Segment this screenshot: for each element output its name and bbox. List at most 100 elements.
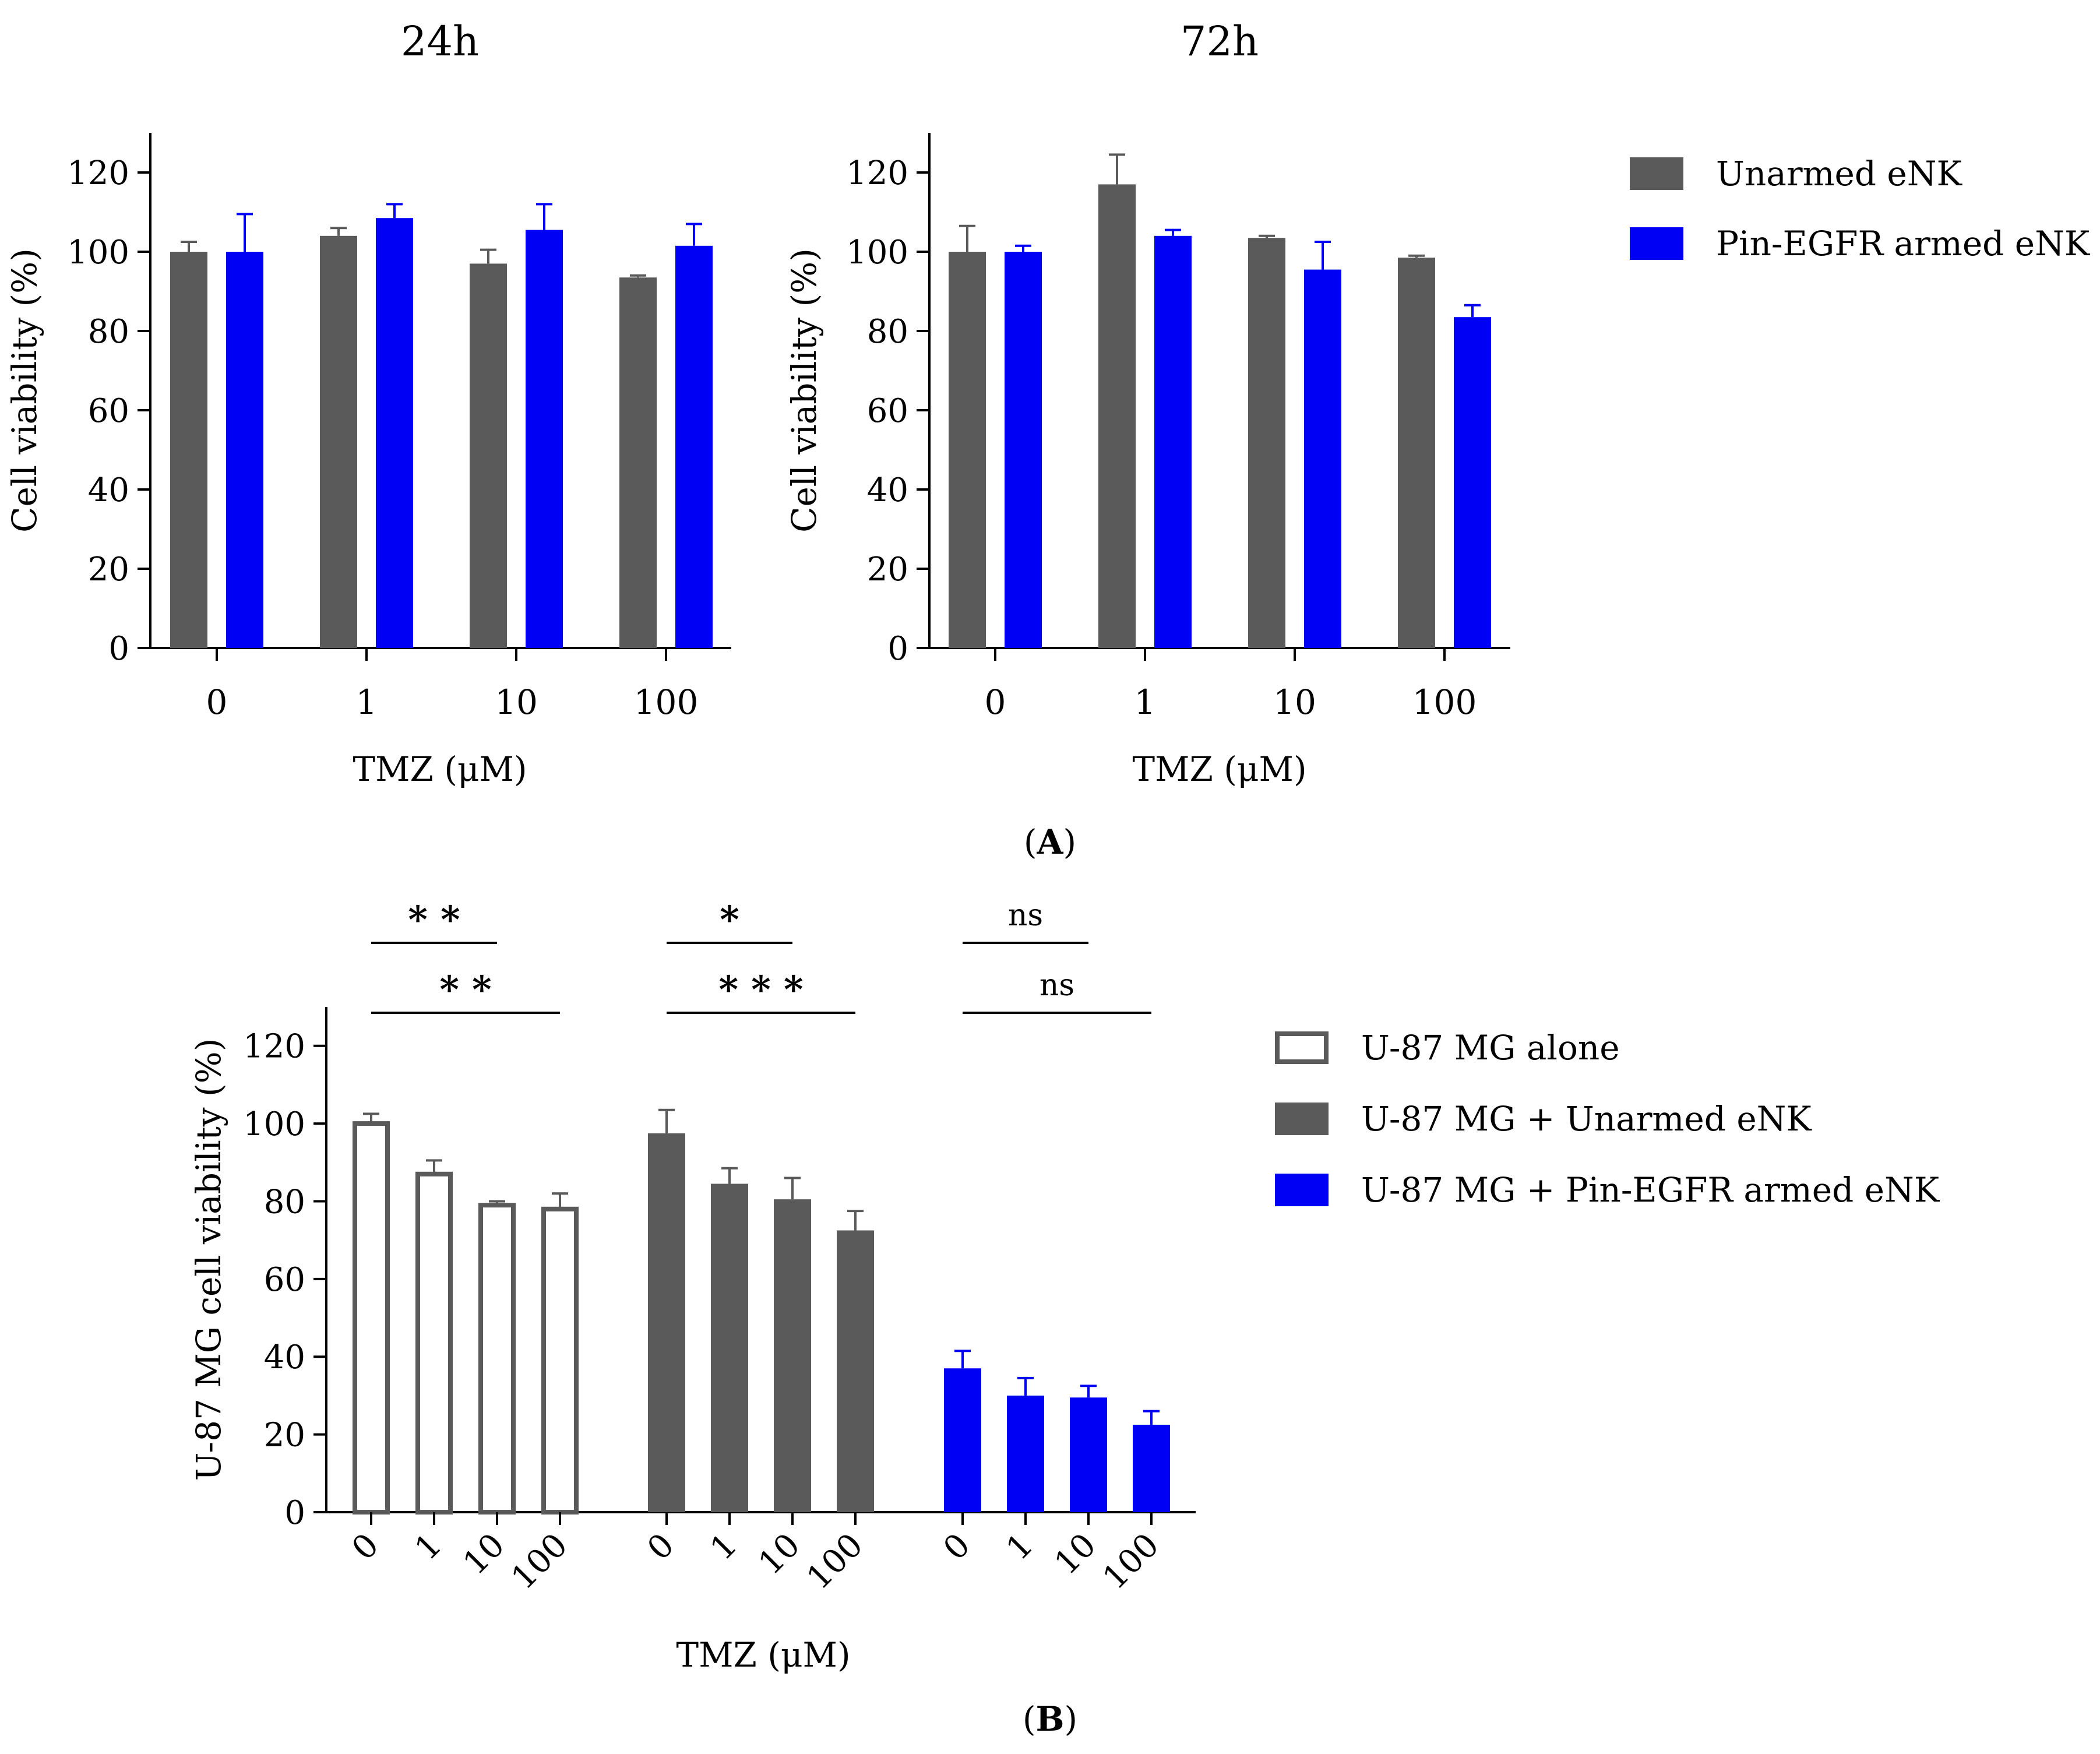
legend-b: U-87 MG alone U-87 MG + Unarmed eNK U-87 M… (1275, 1028, 1940, 1210)
bar-alone (353, 1121, 390, 1515)
chart-title: 72h (1181, 17, 1259, 65)
significance-label: ns (1008, 898, 1043, 933)
x-tick-label: 1 (1134, 682, 1156, 722)
legend-swatch-alone (1275, 1031, 1329, 1064)
y-tick-label: 40 (264, 1339, 305, 1376)
x-axis-title: TMZ (μM) (353, 749, 527, 789)
y-tick-label: 80 (88, 313, 129, 351)
x-tick-label: 100 (504, 1526, 575, 1597)
bar-alone (478, 1203, 516, 1515)
significance-label: * * (408, 898, 460, 942)
x-tick-label: 100 (1412, 682, 1477, 722)
x-tick-label: 10 (456, 1526, 512, 1582)
legend-label: Pin-EGFR armed eNK (1716, 224, 2091, 263)
y-tick-label: 100 (243, 1105, 305, 1143)
y-tick-label: 120 (67, 154, 129, 192)
bar-unarmed (470, 263, 507, 648)
bar-armed (1154, 235, 1192, 648)
bar-unarmed (320, 235, 357, 648)
panel-label-b-letter: B (1035, 1699, 1064, 1739)
bar-armed (1133, 1424, 1170, 1512)
x-axis-title: TMZ (μM) (676, 1635, 850, 1675)
x-tick-label: 10 (752, 1526, 808, 1582)
chart-24h: 24h 0 20 40 60 80 100 120 Cell viability (%) 0 1 10… (5, 17, 731, 789)
y-tick-label: 20 (88, 551, 129, 589)
x-tick-label: 1 (408, 1526, 449, 1568)
x-tick-label: 0 (345, 1526, 386, 1568)
y-tick-label: 120 (243, 1028, 305, 1066)
x-tick-label: 100 (799, 1526, 871, 1597)
legend-swatch-unarmed (1275, 1103, 1329, 1135)
bar-unarmed (648, 1133, 685, 1512)
significance-label: * * (439, 968, 491, 1012)
bar-armed (944, 1368, 981, 1512)
y-tick-label: 0 (108, 630, 129, 668)
legend-swatch-armed (1275, 1174, 1329, 1206)
legend-label: Unarmed eNK (1716, 154, 1963, 193)
x-tick-label: 0 (985, 682, 1006, 722)
bar-unarmed (619, 277, 657, 648)
x-tick-label: 1 (703, 1526, 745, 1568)
legend-label: U-87 MG alone (1361, 1028, 1620, 1068)
bar-armed (376, 218, 413, 648)
bar-armed (1304, 269, 1341, 649)
x-tick-label: 1 (356, 682, 378, 722)
legend-label: U-87 MG + Pin-EGFR armed eNK (1361, 1170, 1940, 1210)
y-tick-label: 0 (284, 1494, 305, 1532)
bar-armed (526, 230, 563, 649)
bar-armed (675, 245, 713, 648)
bar-unarmed (711, 1184, 748, 1512)
panel-label-a: (A) (1024, 822, 1076, 862)
bar-armed (1454, 317, 1491, 648)
bar-alone (415, 1171, 453, 1515)
x-tick-label: 0 (206, 682, 228, 722)
x-tick-label: 100 (1095, 1526, 1167, 1597)
bar-armed (1007, 1395, 1044, 1512)
y-tick-label: 0 (887, 630, 908, 668)
y-tick-label: 60 (867, 392, 908, 430)
legend-swatch-unarmed (1630, 157, 1683, 190)
legend-swatch-armed (1630, 227, 1683, 260)
bar-armed (1070, 1397, 1107, 1512)
y-tick-label: 60 (264, 1261, 305, 1299)
panel-label-b: (B) (1023, 1699, 1077, 1739)
y-tick-label: 100 (846, 234, 908, 272)
bar-unarmed (1398, 258, 1435, 648)
x-tick-label: 0 (640, 1526, 682, 1568)
x-tick-label: 10 (495, 682, 538, 722)
y-tick-label: 60 (88, 392, 129, 430)
bar-unarmed (774, 1199, 811, 1512)
y-axis-title: Cell viability (%) (5, 248, 44, 533)
x-tick-label: 100 (634, 682, 699, 722)
legend-a: Unarmed eNK Pin-EGFR armed eNK (1630, 154, 2091, 263)
legend-label: U-87 MG + Unarmed eNK (1361, 1099, 1812, 1139)
bar-unarmed (1098, 184, 1136, 648)
x-tick-label: 0 (936, 1526, 978, 1568)
bar-unarmed (949, 252, 986, 648)
bar-unarmed (837, 1230, 874, 1512)
significance-label: ns (1040, 968, 1074, 1003)
x-axis-title: TMZ (μM) (1132, 749, 1306, 789)
significance-label: * * * (719, 968, 804, 1012)
y-axis-title: Cell viability (%) (784, 248, 824, 533)
x-tick-label: 10 (1048, 1526, 1104, 1582)
bar-armed (1005, 252, 1042, 648)
panel-label-a-letter: A (1036, 822, 1063, 862)
y-tick-label: 80 (264, 1183, 305, 1221)
bar-unarmed (1248, 238, 1285, 648)
y-tick-label: 120 (846, 154, 908, 192)
y-tick-label: 20 (264, 1417, 305, 1454)
y-tick-label: 80 (867, 313, 908, 351)
significance-label: * (720, 898, 739, 942)
bar-alone (541, 1206, 579, 1515)
y-tick-label: 100 (67, 234, 129, 272)
bar-armed (226, 252, 263, 648)
chart-72h: 72h 0 20 40 60 80 100 120 Cell viability (%) 0 1 10… (784, 17, 1510, 789)
x-tick-label: 10 (1273, 682, 1316, 722)
x-tick-label: 1 (999, 1526, 1041, 1568)
chart-title: 24h (401, 17, 479, 65)
y-tick-label: 40 (88, 471, 129, 509)
y-tick-label: 20 (867, 551, 908, 589)
